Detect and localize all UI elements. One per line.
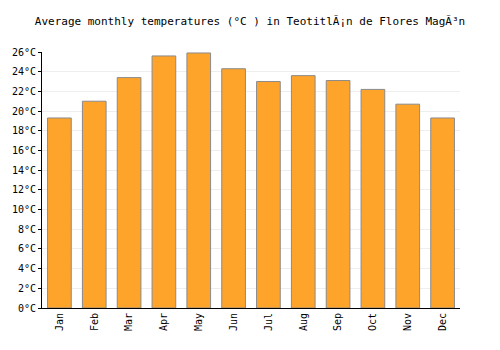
svg-text:18°C: 18°C [12, 125, 36, 136]
svg-text:12°C: 12°C [12, 184, 36, 195]
svg-text:Oct: Oct [367, 313, 378, 331]
svg-text:Average monthly temperatures (: Average monthly temperatures (°C ) in Te… [35, 15, 465, 28]
svg-text:24°C: 24°C [12, 66, 36, 77]
svg-text:Feb: Feb [89, 313, 100, 331]
svg-text:20°C: 20°C [12, 106, 36, 117]
svg-text:Sep: Sep [332, 313, 343, 331]
svg-text:16°C: 16°C [12, 145, 36, 156]
svg-text:14°C: 14°C [12, 165, 36, 176]
svg-text:26°C: 26°C [12, 47, 36, 58]
svg-text:Mar: Mar [123, 313, 134, 331]
svg-text:6°C: 6°C [18, 243, 36, 254]
svg-text:10°C: 10°C [12, 204, 36, 215]
svg-text:2°C: 2°C [18, 283, 36, 294]
svg-text:4°C: 4°C [18, 263, 36, 274]
svg-text:8°C: 8°C [18, 224, 36, 235]
svg-text:0°C: 0°C [18, 303, 36, 314]
svg-text:May: May [193, 313, 204, 331]
svg-text:Nov: Nov [402, 313, 413, 331]
svg-text:Jan: Jan [54, 313, 65, 331]
svg-text:Jul: Jul [263, 313, 274, 331]
svg-text:Dec: Dec [437, 313, 448, 331]
svg-text:Aug: Aug [298, 313, 309, 331]
svg-text:Jun: Jun [228, 313, 239, 331]
svg-text:22°C: 22°C [12, 86, 36, 97]
svg-text:Apr: Apr [158, 313, 169, 331]
